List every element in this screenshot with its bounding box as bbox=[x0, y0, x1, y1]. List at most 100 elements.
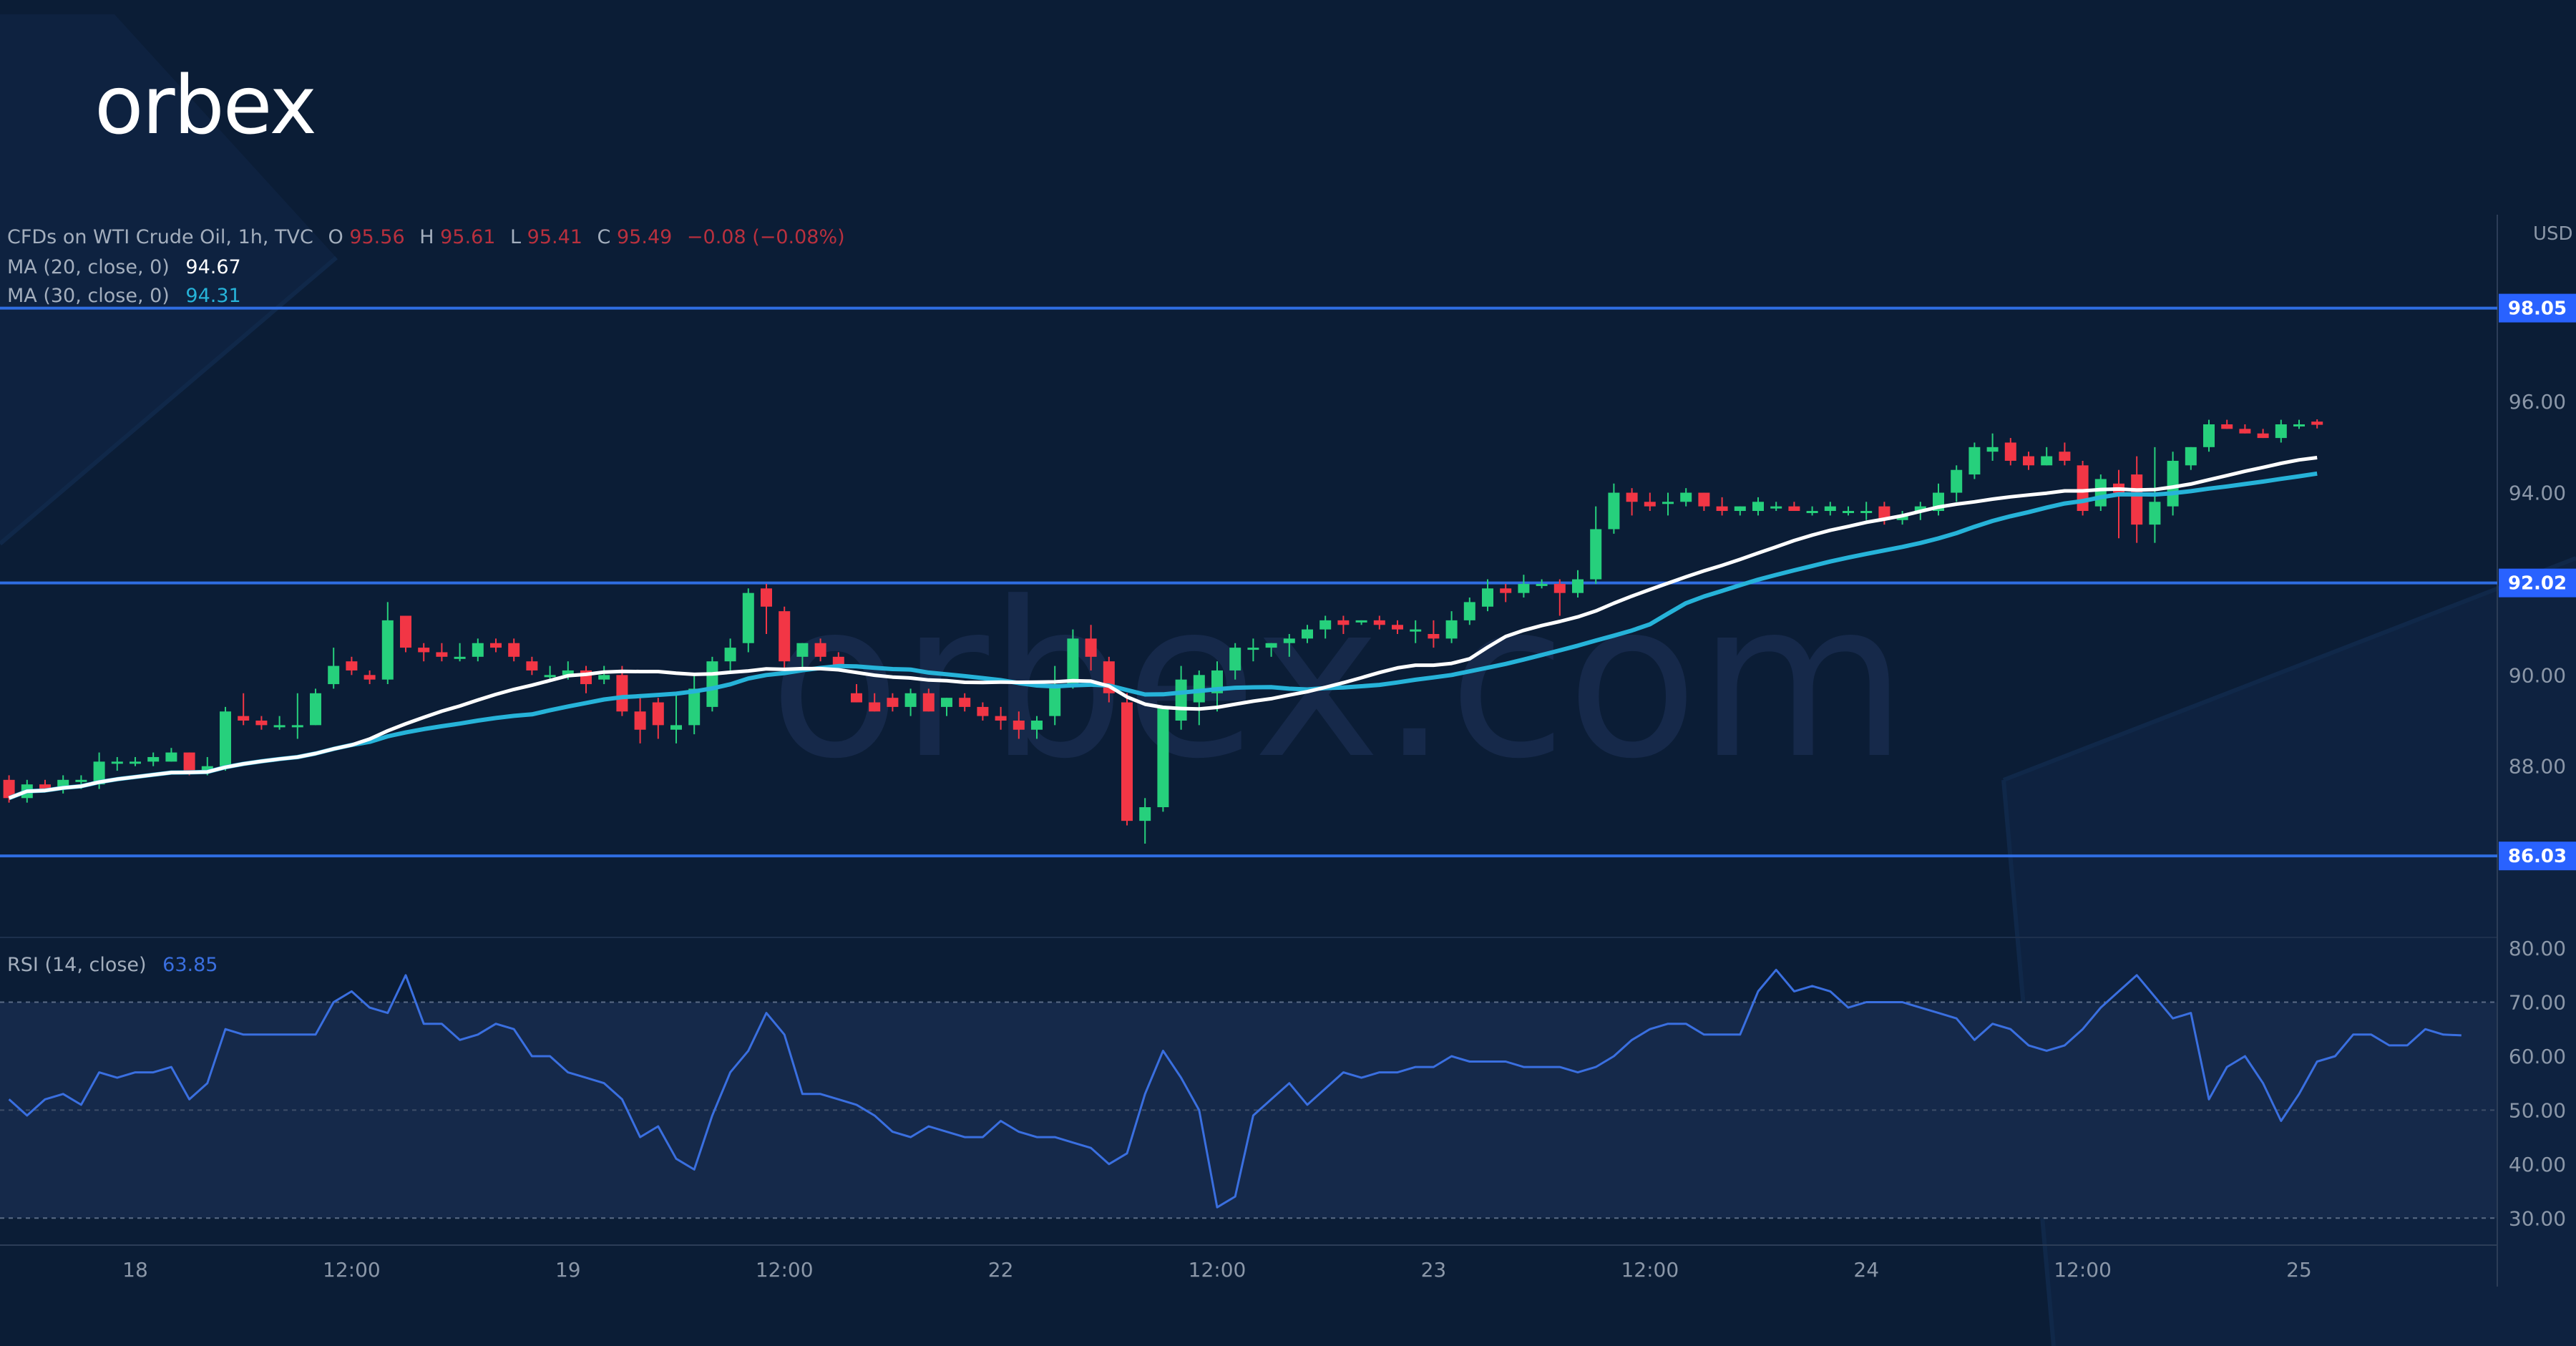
candle-body bbox=[1914, 506, 1926, 512]
candle-body bbox=[508, 643, 520, 657]
candle-body bbox=[1536, 583, 1548, 586]
candle-body bbox=[1428, 633, 1440, 639]
ohlc-close-value: 95.49 bbox=[617, 226, 672, 248]
candle bbox=[851, 684, 862, 703]
candle-body bbox=[1626, 492, 1638, 502]
ohlc-high-value: 95.61 bbox=[440, 226, 495, 248]
candle-body bbox=[1878, 506, 1890, 520]
candle bbox=[526, 656, 538, 676]
candle-body bbox=[1445, 620, 1458, 639]
rsi-tick-3: 60.00 bbox=[2509, 1045, 2566, 1068]
horizontal-levels bbox=[0, 306, 2497, 858]
candle-body bbox=[93, 761, 105, 785]
candle-body bbox=[454, 656, 466, 659]
candle-body bbox=[761, 588, 772, 607]
candle bbox=[1752, 497, 1764, 516]
rsi-value: 63.85 bbox=[162, 954, 218, 976]
ohlc-open-key: O bbox=[328, 226, 343, 248]
candle bbox=[1788, 502, 1800, 512]
time-axis-ticks: 18 12:00 19 12:00 22 12:00 23 12:00 24 12:00 25 bbox=[122, 1258, 2312, 1282]
candle bbox=[706, 656, 718, 712]
candle bbox=[130, 756, 141, 766]
candle bbox=[346, 656, 358, 676]
candle-body bbox=[832, 656, 844, 666]
candle-body bbox=[652, 702, 664, 726]
ma30-line bbox=[8, 471, 2318, 801]
candle bbox=[1662, 492, 1674, 516]
orbex-logo[interactable]: orbex bbox=[94, 59, 317, 152]
candle-body bbox=[1482, 588, 1493, 607]
candle-body bbox=[1283, 638, 1295, 643]
level-label-1: 92.02 bbox=[2508, 573, 2567, 595]
time-tick-1: 12:00 bbox=[323, 1258, 381, 1282]
ohlc-change: −0.08 (−0.08%) bbox=[687, 226, 845, 248]
time-tick-3: 12:00 bbox=[756, 1258, 814, 1282]
candle bbox=[490, 638, 502, 653]
symbol-label: CFDs on WTI Crude Oil, 1h, TVC bbox=[7, 226, 313, 248]
rsi-tick-0: 30.00 bbox=[2509, 1206, 2566, 1230]
rsi-label: RSI (14, close) bbox=[7, 954, 147, 976]
candle-body bbox=[1121, 702, 1133, 821]
candle-body bbox=[1175, 679, 1187, 721]
candle-body bbox=[220, 711, 231, 766]
candle bbox=[436, 643, 448, 662]
candle-body bbox=[1662, 502, 1674, 504]
candle bbox=[2004, 438, 2016, 466]
candle-body bbox=[1824, 506, 1836, 512]
candle bbox=[2094, 474, 2107, 512]
time-tick-5: 12:00 bbox=[1189, 1258, 1246, 1282]
legend-ma20: MA (20, close, 0) 94.67 bbox=[7, 256, 241, 278]
candle-body bbox=[183, 752, 195, 771]
candle-body bbox=[1355, 620, 1367, 623]
candle bbox=[1806, 506, 1818, 516]
candle bbox=[2257, 429, 2269, 439]
candle-body bbox=[634, 711, 646, 730]
candle bbox=[904, 688, 917, 716]
candle-body bbox=[2023, 456, 2034, 466]
candle bbox=[1716, 497, 1728, 516]
candle bbox=[1986, 433, 1999, 461]
ma20-value: 94.67 bbox=[185, 256, 240, 278]
candle-body bbox=[436, 652, 448, 657]
candle bbox=[670, 693, 682, 743]
candle-body bbox=[562, 670, 574, 676]
candle bbox=[454, 643, 466, 662]
candle bbox=[2023, 452, 2034, 470]
candle-body bbox=[2221, 424, 2233, 429]
candle-body bbox=[2203, 424, 2215, 447]
candle-body bbox=[381, 620, 394, 680]
candle-body bbox=[2077, 465, 2089, 512]
candle-body bbox=[1572, 579, 1584, 593]
candle bbox=[1392, 620, 1403, 634]
candle bbox=[2203, 419, 2215, 452]
candle-body bbox=[526, 661, 538, 670]
candle-body bbox=[1590, 529, 1602, 580]
candle-body bbox=[995, 716, 1007, 721]
candle bbox=[1518, 575, 1530, 598]
candle bbox=[400, 615, 411, 653]
price-tick-4: 94.00 bbox=[2509, 482, 2566, 505]
candle bbox=[977, 702, 989, 721]
candle-body bbox=[1608, 492, 1620, 530]
candle-body bbox=[1463, 602, 1475, 620]
candle-body bbox=[1806, 511, 1818, 514]
rsi-line bbox=[8, 968, 2462, 1209]
candle bbox=[1824, 502, 1836, 516]
candle-body bbox=[165, 752, 177, 762]
candle bbox=[2221, 419, 2233, 429]
ma30-value: 94.31 bbox=[185, 285, 240, 307]
candle bbox=[779, 606, 791, 670]
candle bbox=[1445, 611, 1458, 643]
candle-body bbox=[1193, 675, 1205, 703]
candle-body bbox=[1229, 648, 1241, 670]
candle-body bbox=[779, 611, 791, 662]
candle-body bbox=[2041, 456, 2053, 466]
candle bbox=[1770, 502, 1782, 512]
candle bbox=[147, 752, 160, 766]
candle-body bbox=[1067, 638, 1079, 685]
candle-body bbox=[1698, 492, 1710, 507]
candle-body bbox=[1139, 807, 1151, 821]
level-label-2: 86.03 bbox=[2508, 846, 2567, 867]
candle bbox=[1302, 625, 1313, 643]
